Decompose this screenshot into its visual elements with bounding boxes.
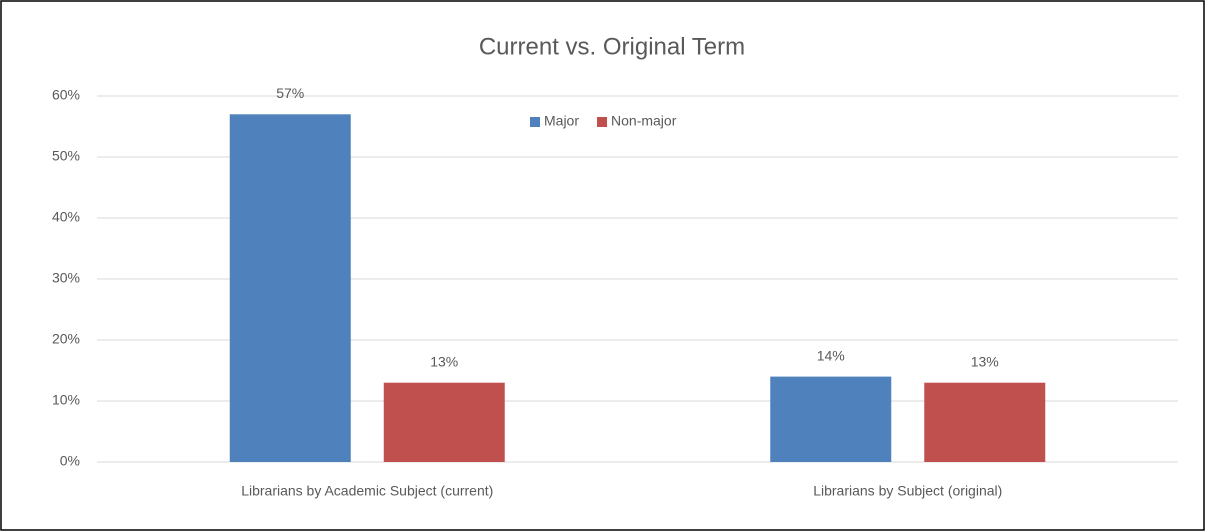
x-tick-label: Librarians by Academic Subject (current)	[241, 483, 493, 499]
y-tick-label: 50%	[52, 148, 80, 164]
chart-title: Current vs. Original Term	[479, 33, 745, 60]
value-label: 13%	[430, 353, 458, 369]
bar	[924, 382, 1046, 462]
value-label: 13%	[971, 353, 999, 369]
bar	[229, 114, 351, 463]
y-tick-label: 20%	[52, 331, 80, 347]
legend-label: Non-major	[611, 113, 677, 129]
value-label: 14%	[817, 347, 845, 363]
y-tick-label: 10%	[52, 392, 80, 408]
x-tick-label: Librarians by Subject (original)	[813, 483, 1002, 499]
bar	[770, 376, 892, 462]
y-tick-label: 60%	[52, 87, 80, 103]
y-tick-label: 40%	[52, 209, 80, 225]
legend-label: Major	[544, 113, 579, 129]
bar	[383, 382, 505, 462]
value-label: 57%	[276, 85, 304, 101]
legend-swatch	[597, 117, 608, 127]
y-tick-label: 30%	[52, 270, 80, 286]
y-tick-label: 0%	[60, 453, 80, 469]
legend-swatch	[530, 117, 540, 127]
